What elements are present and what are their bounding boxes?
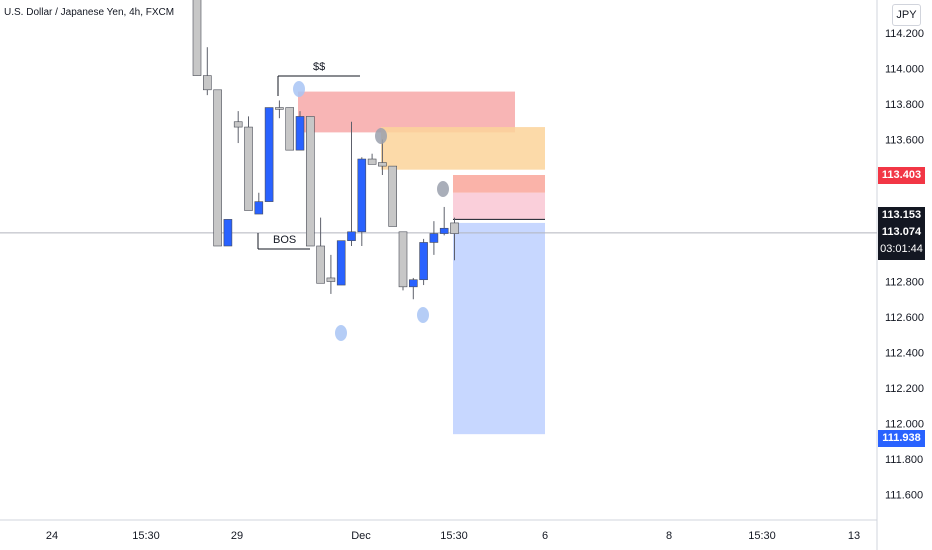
candle-body — [336, 240, 346, 286]
currency-button[interactable]: JPY — [892, 4, 921, 26]
candle-body — [326, 277, 336, 282]
candle-body — [378, 162, 387, 167]
candle-body — [192, 0, 202, 76]
candle-body — [388, 165, 398, 227]
y-tick-label: 112.000 — [885, 419, 924, 431]
bos-label: BOS — [273, 234, 297, 246]
stop-price-tag: 113.403 — [878, 167, 925, 184]
swing-point-marker — [375, 128, 387, 144]
candle-body — [223, 219, 233, 247]
candle-body — [264, 107, 274, 202]
y-tick-label: 113.800 — [885, 99, 924, 111]
x-tick-label: 24 — [46, 530, 58, 542]
supply-zone-upper — [298, 91, 515, 133]
x-tick-label: 8 — [666, 530, 672, 542]
candle-body — [398, 231, 408, 288]
candle-body — [244, 126, 253, 211]
candle-body — [254, 201, 264, 215]
stop-zone-light — [453, 192, 545, 220]
swing-point-marker — [437, 181, 449, 197]
current-price-tag: 113.074 03:01:44 — [878, 224, 925, 260]
x-tick-label: 6 — [542, 530, 548, 542]
last-price-tag: 113.153 — [878, 207, 925, 224]
candle-body — [367, 158, 377, 165]
x-tick-label: 29 — [231, 530, 243, 542]
current-price-value: 113.074 — [881, 226, 922, 238]
target-zone — [453, 222, 545, 435]
stop-zone-dark — [453, 175, 545, 193]
candle-body — [316, 245, 325, 284]
candle-body — [305, 116, 315, 247]
y-tick-label: 111.800 — [885, 454, 923, 466]
x-tick-label: 15:30 — [440, 530, 468, 542]
target-price-tag: 111.938 — [878, 430, 925, 447]
liquidity-label: $$ — [313, 61, 326, 73]
y-tick-label: 114.200 — [885, 28, 924, 40]
y-tick-label: 112.600 — [885, 312, 924, 324]
y-tick-label: 112.400 — [885, 348, 924, 360]
candle-body — [213, 89, 222, 247]
x-tick-label: 13 — [848, 530, 860, 542]
x-tick-label: 15:30 — [748, 530, 776, 542]
candle-body — [285, 107, 295, 151]
x-tick-label: Dec — [351, 530, 371, 542]
candle-body — [429, 233, 439, 243]
candle-body — [295, 116, 305, 151]
bar-countdown: 03:01:44 — [880, 243, 923, 255]
candle-body — [203, 75, 212, 91]
x-tick-label: 15:30 — [132, 530, 160, 542]
swing-point-marker — [335, 325, 347, 341]
candle-body — [275, 107, 284, 110]
candle-body — [347, 231, 356, 241]
swing-point-marker — [417, 307, 429, 323]
y-tick-label: 112.200 — [885, 383, 924, 395]
y-tick-label: 112.800 — [885, 277, 924, 289]
supply-zone-lower — [381, 127, 545, 170]
y-tick-label: 111.600 — [885, 490, 923, 502]
candle-body — [450, 222, 459, 234]
y-tick-label: 113.600 — [885, 135, 924, 147]
swing-point-marker — [293, 81, 305, 97]
symbol-title: U.S. Dollar / Japanese Yen, 4h, FXCM — [4, 7, 175, 18]
y-tick-label: 114.000 — [885, 64, 924, 76]
candle-body — [233, 121, 243, 128]
candle-body — [419, 242, 428, 281]
candle-body — [439, 227, 449, 234]
candle-body — [357, 158, 367, 233]
candle-body — [408, 279, 418, 288]
